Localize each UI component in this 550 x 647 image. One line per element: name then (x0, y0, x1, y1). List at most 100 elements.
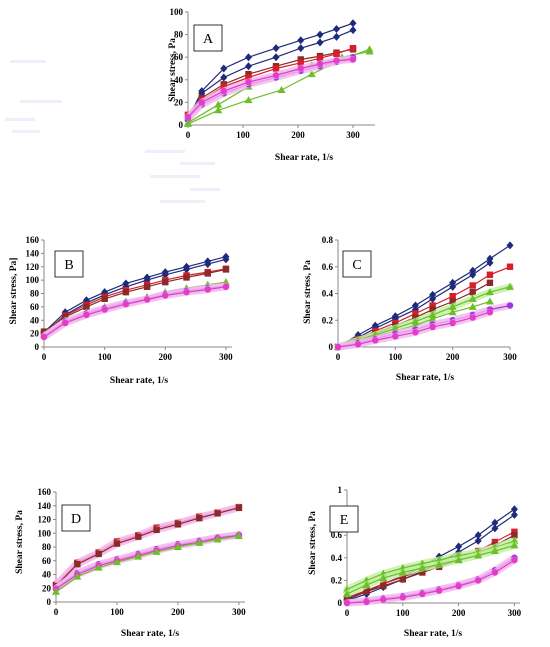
series-line (337, 244, 511, 348)
y-tick-label: 0.4 (331, 553, 343, 563)
y-tick-label: 60 (174, 52, 184, 62)
chart-e-plot (343, 505, 519, 607)
chart-panel-a: Shear stress, Pa Shear rate, 1/s 0 20 40 60… (168, 7, 375, 163)
data-point (213, 535, 222, 543)
y-tick-label: 1 (338, 485, 343, 495)
data-point (161, 270, 169, 279)
y-tick-label: 0.2 (331, 575, 343, 585)
series-line (346, 559, 515, 604)
data-point (511, 528, 518, 536)
data-point (74, 560, 81, 568)
y-tick-label: 160 (38, 487, 52, 497)
chart-d-ylabel: Shear stress, Pa (15, 510, 25, 574)
x-tick-label: 200 (291, 130, 305, 140)
chart-a-ylabel: Shear stress, Pa (168, 38, 178, 102)
chart-panel-d: Shear stress, Pa Shear rate, 1/s 0 20 40 60… (15, 487, 246, 639)
data-point (485, 297, 494, 305)
data-point (429, 294, 437, 303)
data-point (245, 53, 252, 62)
data-point (435, 587, 443, 594)
data-point (333, 57, 340, 64)
series-line (43, 286, 226, 338)
y-tick-label: 100 (26, 275, 40, 285)
y-tick-label: 80 (30, 289, 40, 299)
data-point (112, 558, 121, 566)
data-point (469, 270, 477, 279)
x-tick-label: 200 (452, 608, 466, 618)
data-point (429, 306, 436, 313)
y-tick-label: 100 (170, 7, 184, 17)
y-tick-label: 0 (47, 597, 52, 607)
data-point (510, 505, 518, 514)
data-point (469, 314, 476, 321)
data-point (510, 510, 518, 519)
series-glow (184, 53, 357, 122)
chart-c-ylabel: Shear stress, Pa (303, 260, 313, 324)
data-point (349, 56, 357, 63)
chart-e-tag-box (329, 505, 359, 533)
chart-e-tag: E (340, 513, 349, 528)
data-point (174, 521, 182, 528)
series-line (55, 507, 240, 587)
data-point (204, 260, 212, 269)
x-tick-label: 100 (110, 607, 124, 617)
data-point (474, 536, 482, 545)
data-point (162, 292, 169, 299)
chart-c-axes: 0 0.2 0.4 0.6 0.8 0 100 200 300 (322, 235, 518, 362)
data-point (94, 563, 103, 571)
data-point (349, 26, 357, 35)
chart-d-tag: D (71, 512, 81, 527)
data-point (153, 526, 160, 534)
data-point (435, 560, 444, 568)
x-tick-label: 300 (219, 352, 233, 362)
y-tick-label: 140 (38, 501, 52, 511)
data-point (428, 310, 437, 318)
data-point (234, 532, 243, 539)
data-point (152, 547, 161, 555)
y-tick-label: 0.6 (331, 530, 343, 540)
data-point (412, 329, 419, 336)
data-point (380, 596, 387, 603)
data-point (491, 524, 499, 533)
y-tick-label: 40 (42, 570, 52, 580)
data-point (198, 99, 205, 106)
x-tick-label: 100 (389, 352, 403, 362)
chart-e-xlabel: Shear rate, 1/s (404, 629, 462, 639)
data-point (411, 317, 420, 325)
chart-a-tag-box (193, 24, 223, 52)
data-point (399, 576, 407, 583)
data-point (333, 50, 340, 58)
y-tick-label: 0 (179, 120, 184, 130)
data-point (297, 36, 305, 45)
data-point (449, 278, 457, 287)
chart-b-ylabel: Shear stress, Pa] (9, 258, 19, 325)
data-point (183, 274, 190, 281)
data-point (162, 278, 169, 286)
y-tick-label: 0 (35, 342, 40, 352)
y-tick-label: 40 (30, 315, 40, 325)
series-line (43, 256, 227, 333)
data-point (272, 65, 280, 72)
data-point (343, 589, 351, 597)
data-point (454, 556, 463, 564)
data-point (316, 55, 324, 62)
x-tick-label: 300 (503, 352, 517, 362)
chart-a-xlabel: Shear rate, 1/s (275, 153, 333, 163)
data-point (343, 595, 351, 602)
chart-c-plot (334, 241, 514, 351)
data-point (349, 44, 357, 52)
data-point (474, 577, 482, 584)
data-point (411, 301, 419, 310)
data-point (307, 70, 316, 78)
data-point (372, 337, 379, 344)
data-point (363, 598, 370, 606)
data-point (333, 24, 340, 33)
data-point (506, 263, 514, 270)
chart-a-plot (184, 19, 374, 127)
x-tick-label: 300 (508, 608, 522, 618)
data-point (354, 341, 362, 348)
chart-a-tag: A (203, 32, 214, 47)
data-point (73, 572, 82, 580)
y-tick-label: 160 (26, 235, 40, 245)
chart-panel-e: Shear stress, Pa Shear rate, 1/s 0 0.2 0.4… (308, 485, 522, 639)
